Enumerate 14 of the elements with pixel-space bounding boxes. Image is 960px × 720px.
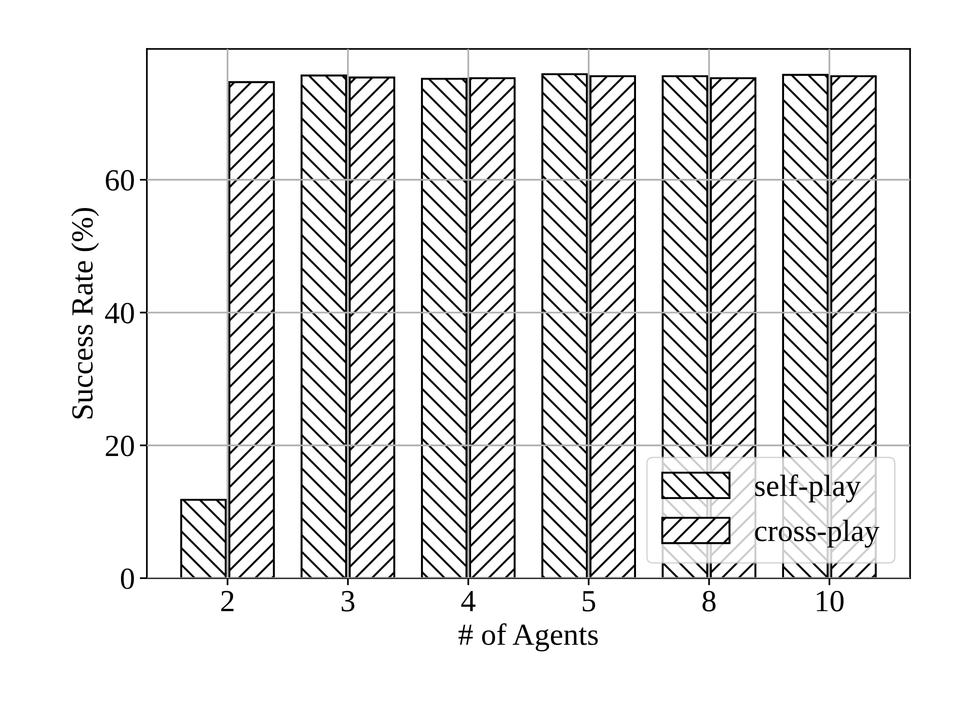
x-tick-label: 10 bbox=[816, 590, 844, 612]
x-tick-label: 3 bbox=[342, 590, 354, 612]
x-tick-label: 4 bbox=[461, 591, 476, 612]
x-axis-title: # of Agents bbox=[458, 623, 598, 652]
x-tick-label: 2 bbox=[221, 590, 234, 612]
y-axis-title: Success Rate (%) bbox=[71, 208, 99, 418]
x-tick-label: 5 bbox=[582, 591, 596, 612]
x-tick-label: 8 bbox=[702, 590, 716, 612]
y-tick-label: 20 bbox=[106, 436, 134, 456]
y-tick-label: 60 bbox=[106, 170, 134, 191]
legend-label: self-play bbox=[755, 474, 861, 503]
legend-label: cross-play bbox=[755, 520, 880, 548]
y-tick-label: 40 bbox=[105, 302, 134, 324]
y-tick-label: 0 bbox=[120, 568, 134, 590]
